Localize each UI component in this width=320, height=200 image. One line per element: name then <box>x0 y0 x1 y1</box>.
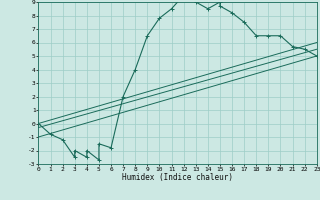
X-axis label: Humidex (Indice chaleur): Humidex (Indice chaleur) <box>122 173 233 182</box>
